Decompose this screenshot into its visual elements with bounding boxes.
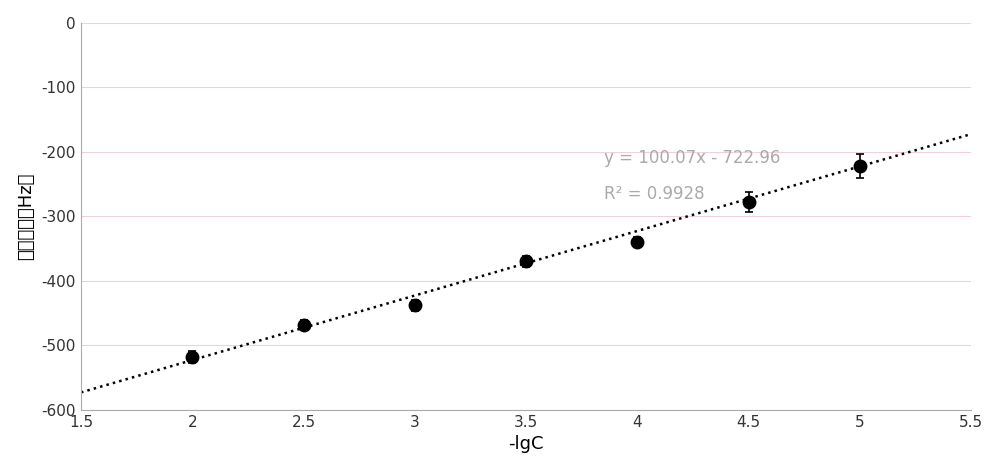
- Text: y = 100.07x - 722.96: y = 100.07x - 722.96: [604, 149, 780, 167]
- Y-axis label: 频率变化（Hz）: 频率变化（Hz）: [17, 172, 35, 260]
- Text: R² = 0.9928: R² = 0.9928: [604, 185, 705, 203]
- X-axis label: -lgC: -lgC: [508, 435, 544, 454]
